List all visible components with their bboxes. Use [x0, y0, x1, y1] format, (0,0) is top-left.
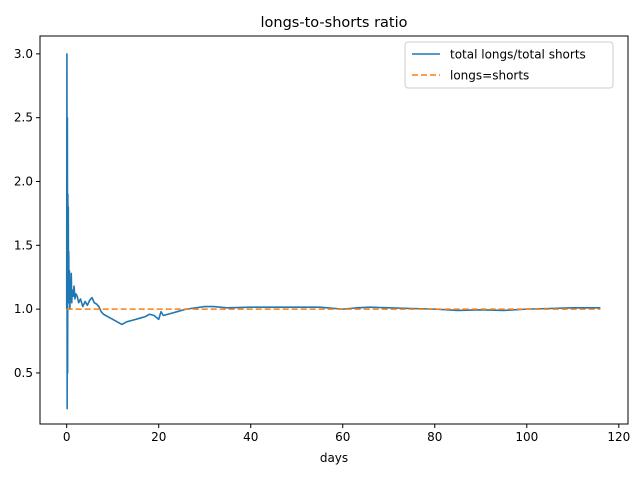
y-tick-label: 2.5	[14, 111, 33, 125]
x-tick-label: 20	[151, 430, 166, 444]
plot-frame	[39, 35, 629, 425]
series-line-1	[65, 53, 601, 410]
x-tick-label: 120	[607, 430, 630, 444]
x-tick-label: 40	[243, 430, 258, 444]
x-tick-label: 0	[63, 430, 71, 444]
y-tick-label: 1.5	[14, 238, 33, 252]
x-tick-label: 80	[427, 430, 442, 444]
y-tick-label: 1.0	[14, 302, 33, 316]
x-axis-label: days	[320, 451, 348, 465]
chart-title: longs-to-shorts ratio	[261, 15, 408, 31]
legend-label-series-2: longs=shorts	[450, 69, 529, 83]
legend-label-series-1: total longs/total shorts	[450, 48, 586, 62]
axes: 0 20 40 60 80 100 120 0.5 1.0 1.5 2.0 2.5 3.0	[14, 47, 630, 444]
x-tick-label: 100	[515, 430, 538, 444]
x-tick-label: 60	[335, 430, 350, 444]
y-tick-label: 2.0	[14, 175, 33, 189]
legend: total longs/total shorts longs=shorts	[404, 41, 614, 89]
y-tick-label: 0.5	[14, 366, 33, 380]
plot-area	[65, 53, 601, 410]
legend-box	[404, 41, 614, 89]
y-tick-label: 3.0	[14, 47, 33, 61]
